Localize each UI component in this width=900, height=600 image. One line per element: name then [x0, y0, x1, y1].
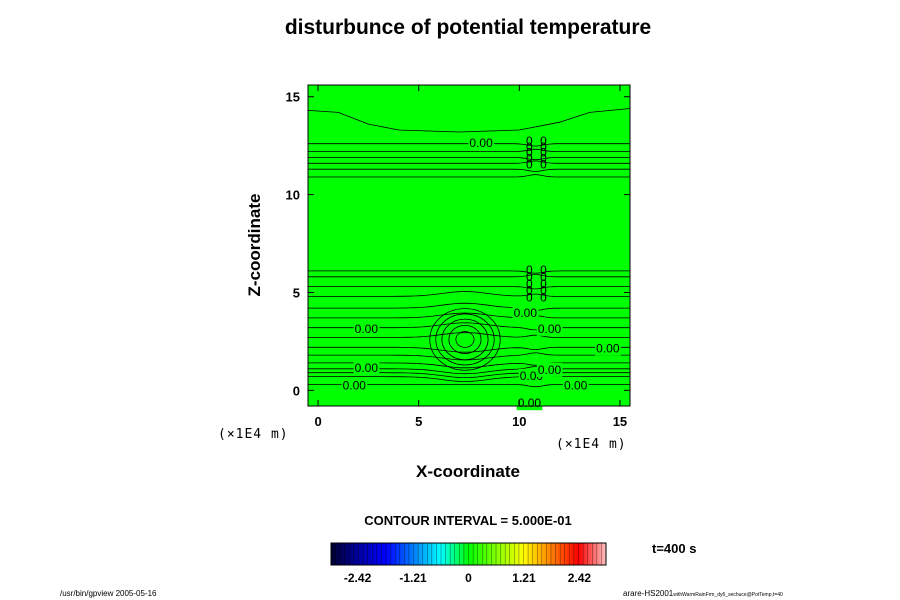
x-tick-label: 5	[415, 414, 422, 429]
contour-label: 0	[540, 157, 547, 171]
contour-label-bg	[512, 306, 539, 321]
contour-label-bg	[516, 396, 543, 411]
contour-label-bg	[341, 378, 368, 393]
footer-right-main: arare-HS2001	[623, 589, 674, 598]
contour-label: 0	[526, 277, 533, 291]
x-tick-label: 15	[613, 414, 627, 429]
contour-label: 0	[526, 157, 533, 171]
contour-interval-label: CONTOUR INTERVAL = 5.000E-01	[364, 513, 572, 528]
contour-line	[308, 346, 630, 353]
contour-label: 0	[540, 284, 547, 298]
contour-label: 0	[540, 277, 547, 291]
contour-line	[308, 352, 630, 361]
chart-title: disturbunce of potential temperature	[284, 16, 652, 39]
contour-line	[308, 168, 630, 172]
colorbar: -2.42 -1.21 0 1.21 2.42	[330, 542, 607, 585]
colorbar-frame	[330, 542, 607, 566]
time-label: t=400 s	[652, 541, 697, 556]
bubble-contour	[435, 313, 495, 366]
contour-label: 0	[526, 284, 533, 298]
bubble-contour	[448, 324, 482, 354]
contour-label: 0	[540, 134, 547, 148]
x-tick-label: 10	[512, 414, 526, 429]
contour-line	[307, 108, 631, 133]
contour-label-bg	[468, 135, 495, 150]
contour-line	[308, 291, 630, 297]
x-axis-label: X-coordinate	[416, 462, 520, 481]
contour-label-bg	[353, 360, 380, 375]
contour-label: 0	[540, 263, 547, 277]
plot-frame	[307, 84, 631, 407]
contour-label: 0.00	[518, 396, 542, 410]
contour-label: 0.00	[343, 379, 367, 393]
contour-plot: 0.000.00 0.000.000.000.00 0.000.000.000.00…	[286, 84, 631, 429]
contour-label: 0.00	[596, 341, 620, 355]
bubble-contour	[441, 318, 489, 361]
contour-label: 0	[540, 152, 547, 166]
contour-label: 0	[540, 291, 547, 305]
contour-line	[308, 302, 630, 311]
contour-line	[308, 160, 630, 164]
contour-label: 0	[540, 146, 547, 160]
contour-line	[308, 174, 630, 178]
contour-label: 0	[526, 134, 533, 148]
contour-label: 0.00	[538, 322, 562, 336]
contour-label-bg	[595, 341, 621, 356]
colorbar-tick-label: -1.21	[399, 571, 427, 585]
contour-line	[308, 157, 630, 161]
contour-line	[308, 312, 630, 319]
footer-right: arare-HS2001withWarmRainFrm_dy6_sechuce@…	[623, 589, 783, 598]
contour-line	[308, 270, 630, 274]
contour-label: 0	[540, 270, 547, 284]
contour-label: 0.00	[355, 361, 379, 375]
bubble-contour	[455, 331, 475, 348]
contour-label: 0	[540, 140, 547, 154]
contour-line	[308, 148, 630, 152]
x-unit-label: (×1E4 m)	[556, 437, 627, 452]
contour-line	[308, 374, 630, 382]
contour-label: 0.00	[514, 306, 538, 320]
contour-label: 0.00	[355, 322, 379, 336]
footer-right-sub: withWarmRainFrm_dy6_sechuce@PotTemp,t=40	[673, 592, 783, 598]
z-tick-label: 10	[286, 188, 300, 203]
contour-label: 0.00	[564, 379, 588, 393]
contour-line	[308, 286, 630, 290]
contour-label: 0	[526, 152, 533, 166]
contour-label: 0	[526, 270, 533, 284]
contour-line	[308, 274, 630, 278]
bubble-contour	[429, 308, 501, 371]
contour-label: 0.00	[538, 363, 562, 377]
colorbar-tick-label: -2.42	[344, 571, 372, 585]
contour-label: 0	[526, 140, 533, 154]
colorbar-tick-label: 0	[465, 571, 472, 585]
contour-label-bg	[353, 321, 380, 336]
contour-label: 0	[526, 146, 533, 160]
contour-label: 0	[526, 263, 533, 277]
z-tick-label: 0	[293, 383, 300, 398]
footer-left: /usr/bin/gpview 2005-05-16	[60, 589, 157, 598]
contour-label: 0	[526, 291, 533, 305]
z-unit-label: (×1E4 m)	[218, 427, 289, 442]
field-fill	[308, 85, 630, 406]
z-tick-label: 15	[286, 90, 300, 105]
contour-label-bg	[536, 321, 563, 336]
colorbar-tick-label: 2.42	[568, 571, 592, 585]
z-tick-label: 5	[293, 285, 300, 300]
colorbar-tick-label: 1.21	[512, 571, 536, 585]
contour-label-bg	[562, 378, 589, 393]
x-tick-label: 0	[314, 414, 321, 429]
contour-label-bg	[536, 362, 563, 377]
contour-label: 0.00	[469, 136, 493, 150]
